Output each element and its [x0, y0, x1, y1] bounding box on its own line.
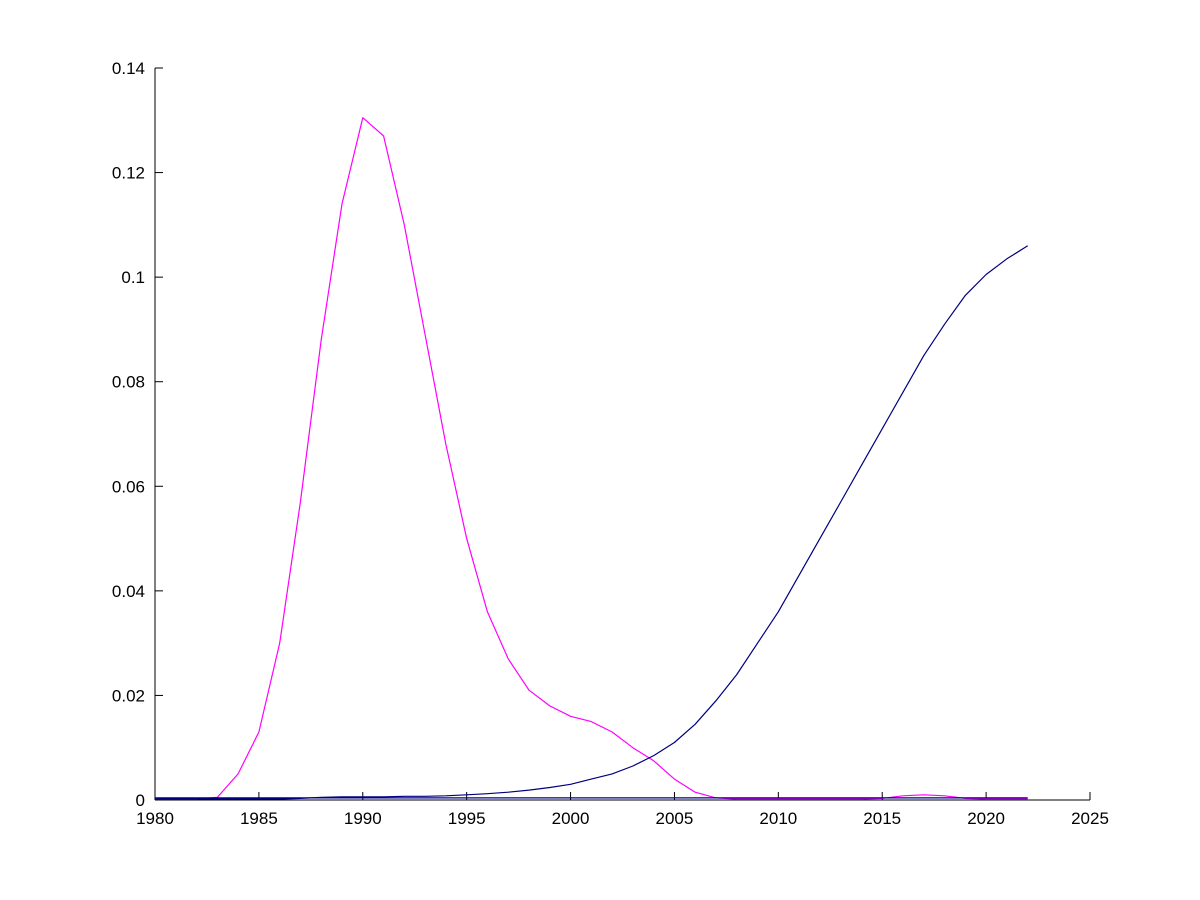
y-tick-label: 0 — [136, 791, 145, 810]
y-tick-label: 0.04 — [112, 582, 145, 601]
x-tick-label: 2010 — [759, 809, 797, 828]
x-tick-label: 2000 — [552, 809, 590, 828]
y-tick-label: 0.08 — [112, 373, 145, 392]
y-tick-label: 0.06 — [112, 477, 145, 496]
series-blue-rising — [155, 245, 1029, 800]
x-tick-label: 1990 — [344, 809, 382, 828]
x-tick-label: 2020 — [967, 809, 1005, 828]
x-tick-label: 1985 — [240, 809, 278, 828]
x-tick-label: 1980 — [136, 809, 174, 828]
y-tick-label: 0.14 — [112, 59, 145, 78]
x-tick-label: 2025 — [1071, 809, 1109, 828]
y-tick-label: 0.12 — [112, 164, 145, 183]
x-tick-label: 2005 — [656, 809, 694, 828]
x-tick-label: 1995 — [448, 809, 486, 828]
y-tick-label: 0.02 — [112, 686, 145, 705]
y-tick-label: 0.1 — [121, 268, 145, 287]
x-tick-label: 2015 — [863, 809, 901, 828]
series-magenta-peak-1990 — [155, 117, 1028, 800]
